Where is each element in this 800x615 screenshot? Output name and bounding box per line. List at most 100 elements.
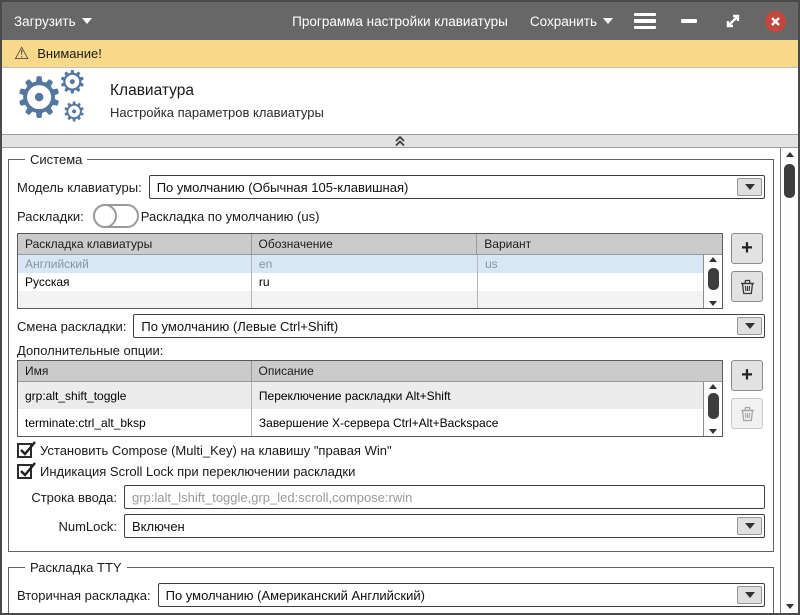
numlock-select[interactable]: Включен bbox=[124, 514, 765, 538]
column-header: Имя bbox=[25, 364, 49, 378]
layout-switch-select[interactable]: По умолчанию (Левые Ctrl+Shift) bbox=[133, 314, 765, 338]
warning-banner: ⚠ Внимание! bbox=[2, 40, 798, 68]
tty-group-title: Раскладка TTY bbox=[30, 560, 122, 575]
scroll-up-icon[interactable] bbox=[709, 257, 717, 262]
scroll-down-icon[interactable] bbox=[709, 301, 717, 306]
add-layout-button[interactable]: + bbox=[731, 233, 763, 264]
maximize-icon bbox=[726, 14, 740, 28]
layout-code-cell: ru bbox=[250, 273, 477, 291]
table-row[interactable]: terminate:ctrl_alt_bksp Завершение X-сер… bbox=[18, 409, 703, 436]
layouts-table-scrollbar bbox=[703, 255, 722, 308]
numlock-label: NumLock: bbox=[58, 518, 117, 534]
trash-icon bbox=[740, 279, 754, 294]
delete-layout-button[interactable] bbox=[731, 271, 763, 302]
load-menu-button[interactable]: Загрузить bbox=[14, 14, 92, 29]
table-row[interactable]: Английский en us bbox=[18, 255, 703, 273]
dropdown-arrow-icon[interactable] bbox=[737, 317, 762, 335]
delete-option-button[interactable] bbox=[731, 398, 763, 429]
dropdown-arrow-icon[interactable] bbox=[737, 586, 762, 604]
secondary-layout-select[interactable]: По умолчанию (Американский Английский) bbox=[157, 583, 765, 607]
compose-checkbox-row[interactable]: Установить Compose (Multi_Key) на клавиш… bbox=[17, 441, 765, 458]
column-header: Обозначение bbox=[250, 234, 477, 254]
keyboard-model-select[interactable]: По умолчанию (Обычная 105-клавишная) bbox=[148, 175, 765, 199]
scroll-down-icon[interactable] bbox=[709, 429, 717, 434]
layout-variant-cell: us bbox=[476, 255, 703, 273]
add-option-button[interactable]: + bbox=[731, 360, 763, 391]
scroll-up-icon[interactable] bbox=[785, 152, 794, 157]
layout-name-cell: Английский bbox=[25, 257, 89, 271]
layout-code-cell: en bbox=[250, 255, 477, 273]
system-group: Система Модель клавиатуры: По умолчанию … bbox=[8, 152, 774, 552]
options-table-header: Имя Описание bbox=[18, 361, 722, 382]
layouts-toggle-text: Раскладка по умолчанию (us) bbox=[140, 208, 320, 224]
layout-name-cell: Русская bbox=[25, 275, 70, 289]
input-string-label: Строка ввода: bbox=[31, 489, 117, 505]
table-row-empty bbox=[18, 291, 703, 308]
input-string-field[interactable] bbox=[124, 485, 765, 509]
scrollbar-thumb[interactable] bbox=[707, 393, 719, 419]
load-menu-label: Загрузить bbox=[14, 13, 76, 29]
dropdown-arrow-icon[interactable] bbox=[737, 178, 762, 196]
layout-switch-label: Смена раскладки: bbox=[17, 318, 127, 334]
column-header: Описание bbox=[250, 361, 702, 381]
layouts-default-toggle[interactable] bbox=[92, 204, 139, 228]
table-row[interactable]: grp:alt_shift_toggle Переключение раскла… bbox=[18, 382, 703, 409]
scrollbar-thumb[interactable] bbox=[707, 268, 719, 290]
column-header: Вариант bbox=[476, 234, 702, 254]
keyboard-model-value: По умолчанию (Обычная 105-клавишная) bbox=[156, 179, 409, 195]
page-subtitle: Настройка параметров клавиатуры bbox=[110, 105, 324, 120]
compose-checkbox-label: Установить Compose (Multi_Key) на клавиш… bbox=[40, 443, 392, 458]
option-name-cell: grp:alt_shift_toggle bbox=[25, 388, 127, 403]
dropdown-arrow-icon[interactable] bbox=[737, 517, 762, 535]
collapse-chevrons-icon bbox=[395, 135, 405, 147]
minimize-icon bbox=[681, 19, 697, 23]
page-title: Клавиатура bbox=[110, 82, 194, 99]
trash-icon bbox=[740, 406, 754, 421]
column-header: Раскладка клавиатуры bbox=[25, 237, 153, 251]
table-row[interactable]: Русская ru bbox=[18, 273, 703, 291]
window-title: Программа настройки клавиатуры bbox=[292, 13, 508, 29]
hamburger-icon bbox=[634, 12, 656, 30]
scroll-up-icon[interactable] bbox=[709, 384, 717, 389]
layouts-label: Раскладки: bbox=[17, 208, 84, 224]
layout-switch-value: По умолчанию (Левые Ctrl+Shift) bbox=[141, 318, 339, 334]
app-header: ⚙ ⚙ ⚙ Клавиатура Настройка параметров клав… bbox=[2, 64, 798, 134]
layout-variant-cell bbox=[476, 273, 703, 291]
options-table: Имя Описание grp:alt_shift_toggle Перекл… bbox=[17, 360, 723, 437]
scroll-lock-checkbox[interactable] bbox=[17, 462, 36, 479]
main-menu-button[interactable] bbox=[633, 9, 657, 33]
warning-icon: ⚠ bbox=[14, 44, 30, 63]
minimize-button[interactable] bbox=[677, 9, 701, 33]
save-menu-button[interactable]: Сохранить bbox=[530, 14, 613, 29]
tty-group: Раскладка TTY Вторичная раскладка: По ум… bbox=[8, 560, 774, 613]
gears-icon: ⚙ ⚙ ⚙ bbox=[14, 64, 87, 129]
scroll-down-icon[interactable] bbox=[785, 604, 794, 609]
chevron-down-icon bbox=[603, 18, 613, 24]
secondary-layout-label: Вторичная раскладка: bbox=[17, 587, 151, 603]
collapse-header-bar[interactable] bbox=[2, 134, 798, 148]
close-button[interactable] bbox=[765, 10, 786, 32]
titlebar: Загрузить Программа настройки клавиатуры… bbox=[2, 2, 798, 40]
plus-icon: + bbox=[741, 364, 753, 386]
option-name-cell: terminate:ctrl_alt_bksp bbox=[25, 415, 146, 430]
layouts-table: Раскладка клавиатуры Обозначение Вариант… bbox=[17, 233, 723, 309]
extra-options-label: Дополнительные опции: bbox=[17, 343, 164, 358]
warning-text: Внимание! bbox=[37, 46, 102, 61]
secondary-layout-value: По умолчанию (Американский Английский) bbox=[165, 587, 425, 603]
chevron-down-icon bbox=[81, 18, 92, 24]
scroll-lock-checkbox-label: Индикация Scroll Lock при переключении р… bbox=[40, 464, 356, 479]
system-group-title: Система bbox=[30, 152, 83, 167]
option-desc-cell: Переключение раскладки Alt+Shift bbox=[250, 382, 703, 409]
numlock-value: Включен bbox=[132, 518, 185, 534]
toggle-knob bbox=[92, 204, 117, 228]
compose-checkbox[interactable] bbox=[17, 441, 36, 458]
options-table-scrollbar bbox=[703, 382, 722, 436]
save-menu-label: Сохранить bbox=[529, 13, 597, 29]
plus-icon: + bbox=[741, 237, 753, 259]
scrollbar-thumb[interactable] bbox=[784, 164, 795, 198]
layouts-table-header: Раскладка клавиатуры Обозначение Вариант bbox=[18, 234, 722, 255]
close-icon bbox=[771, 16, 780, 26]
maximize-button[interactable] bbox=[721, 9, 745, 33]
scroll-lock-checkbox-row[interactable]: Индикация Scroll Lock при переключении р… bbox=[17, 462, 765, 479]
